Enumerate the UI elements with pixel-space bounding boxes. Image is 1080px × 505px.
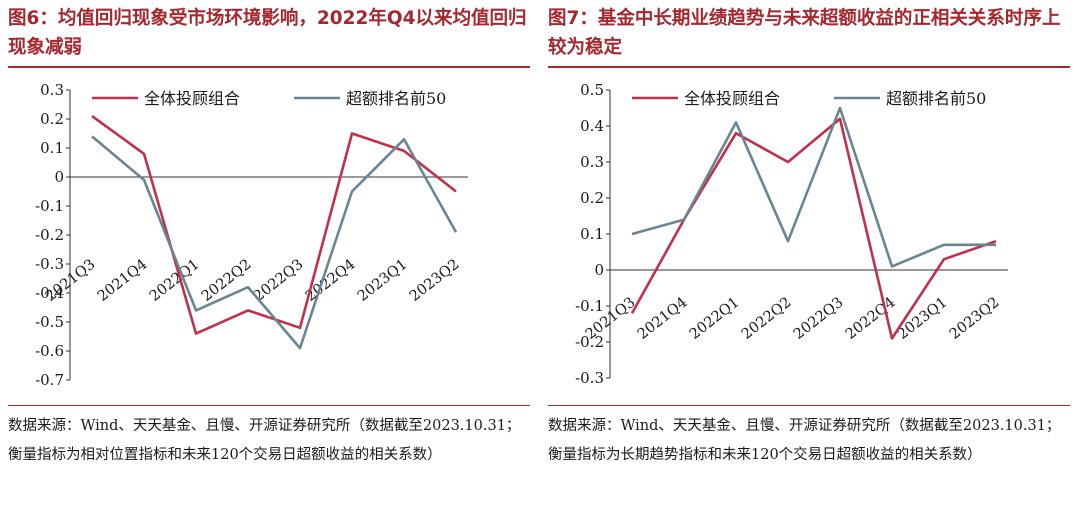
x-tick-label: 2023Q2 [947,295,1003,343]
x-tick-label: 2023Q1 [355,257,411,305]
y-tick-label: -0.7 [35,371,64,389]
figure-6: 图6：均值回归现象受市场环境影响，2022年Q4以来均值回归现象减弱 0.3 0.… [8,0,533,505]
title-divider [548,66,1070,68]
series-line [631,106,996,268]
x-tick-label: 2022Q3 [791,295,847,343]
legend-label: 全体投顾组合 [684,89,780,108]
y-tick-label: -0.1 [575,297,604,315]
line-chart: 0.3 0.2 0.1 0 -0.1 -0.2 -0.3 -0.4 -0.5 -0.6 -0.7 20… [35,81,468,389]
figure-source-note: 数据来源：Wind、天天基金、且慢、开源证券研究所（数据截至2023.10.31… [8,418,521,463]
source-divider [548,405,1070,406]
y-tick-label: 0 [54,168,64,186]
x-tick-label: 2021Q4 [635,295,691,343]
y-tick-label: 0.2 [40,110,64,128]
y-tick-label: 0.2 [580,189,604,207]
y-tick-label: 0.4 [580,117,604,135]
y-tick-label: -0.3 [35,255,64,273]
y-tick-label: 0.1 [40,139,64,157]
series-line [91,115,457,335]
y-tick-label: 0.3 [580,153,604,171]
x-tick-label: 2022Q4 [303,257,359,305]
x-tick-label: 2022Q2 [739,295,795,343]
figure-source-note: 数据来源：Wind、天天基金、且慢、开源证券研究所（数据截至2023.10.31… [548,418,1061,463]
x-tick-label: 2021Q4 [95,257,151,305]
figure-7: 图7：基金中长期业绩趋势与未来超额收益的正相关关系时序上较为稳定 0.5 0.4 0… [548,0,1073,505]
legend-label: 超额排名前50 [346,89,446,108]
y-tick-label: -0.2 [575,333,604,351]
figure-title: 图6：均值回归现象受市场环境影响，2022年Q4以来均值回归现象减弱 [8,8,527,58]
y-tick-label: -0.5 [35,313,64,331]
y-tick-label: -0.3 [575,369,604,387]
x-tick-label: 2023Q1 [895,295,951,343]
figure-title: 图7：基金中长期业绩趋势与未来超额收益的正相关关系时序上较为稳定 [548,8,1061,58]
legend-label: 超额排名前50 [886,89,986,108]
y-tick-label: 0.3 [40,81,64,99]
series-line [91,135,458,350]
source-divider [8,405,530,406]
x-tick-label: 2023Q2 [407,257,463,305]
y-tick-label: -0.6 [35,342,64,360]
y-tick-label: -0.1 [35,197,64,215]
line-chart: 0.50.40.30.20.10-0.1-0.2-0.32021Q32021Q4… [575,81,1008,387]
y-tick-label: 0.5 [580,81,604,99]
title-divider [8,66,530,68]
x-tick-label: 2022Q1 [687,295,743,343]
y-tick-label: 0 [594,261,604,279]
y-tick-label: -0.2 [35,226,64,244]
y-tick-label: -0.4 [35,284,64,302]
legend-label: 全体投顾组合 [144,89,240,108]
y-tick-label: 0.1 [580,225,604,243]
x-tick-label: 2022Q3 [251,257,307,305]
